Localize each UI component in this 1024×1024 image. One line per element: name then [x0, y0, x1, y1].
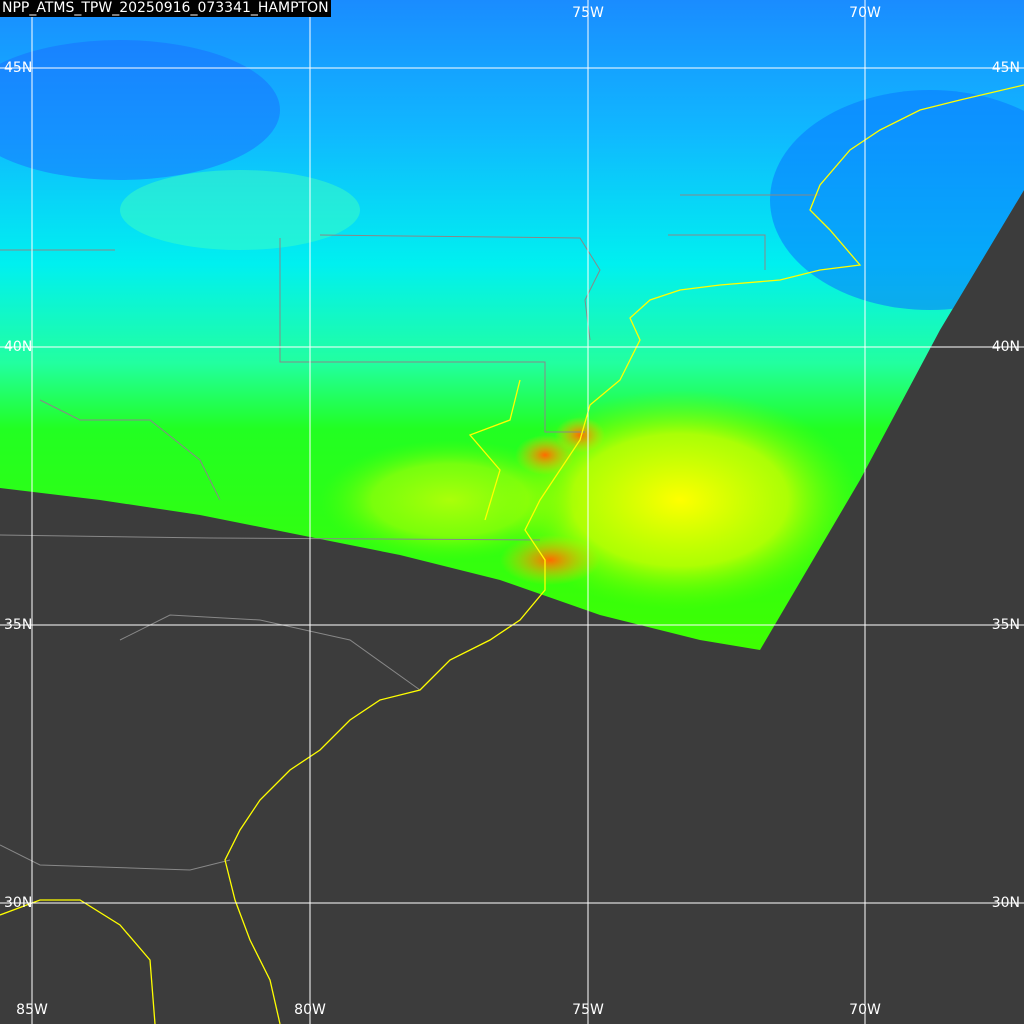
- lon-label: 75W: [572, 5, 604, 21]
- tpw-swath: [0, 0, 1024, 650]
- lon-label: 70W: [849, 1002, 881, 1018]
- lon-label: 80W: [294, 1002, 326, 1018]
- lat-label: 30N: [992, 895, 1020, 911]
- lat-label: 30N: [4, 895, 32, 911]
- lat-label: 40N: [992, 339, 1020, 355]
- lat-label: 35N: [992, 617, 1020, 633]
- product-title: NPP_ATMS_TPW_20250916_073341_HAMPTON: [0, 0, 331, 17]
- lon-label: 75W: [572, 1002, 604, 1018]
- state-borders: [0, 194, 820, 871]
- lon-label: 85W: [16, 1002, 48, 1018]
- lon-label: 70W: [849, 5, 881, 21]
- lat-label: 45N: [992, 60, 1020, 76]
- lat-label: 35N: [4, 617, 32, 633]
- lat-label: 40N: [4, 339, 32, 355]
- lat-label: 45N: [4, 60, 32, 76]
